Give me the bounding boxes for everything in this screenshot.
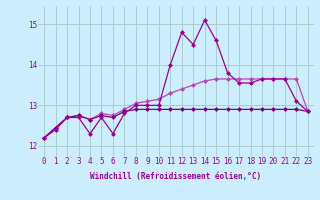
- X-axis label: Windchill (Refroidissement éolien,°C): Windchill (Refroidissement éolien,°C): [91, 172, 261, 181]
